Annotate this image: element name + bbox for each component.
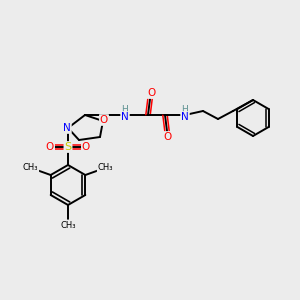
Text: N: N <box>63 123 71 133</box>
Text: CH₃: CH₃ <box>98 164 113 172</box>
Text: S: S <box>64 142 72 152</box>
Text: O: O <box>100 115 108 125</box>
Text: CH₃: CH₃ <box>60 220 76 230</box>
Text: N: N <box>121 112 129 122</box>
Text: H: H <box>182 106 188 115</box>
Text: H: H <box>122 106 128 115</box>
Text: O: O <box>164 132 172 142</box>
Text: CH₃: CH₃ <box>23 164 38 172</box>
Text: N: N <box>181 112 189 122</box>
Text: O: O <box>46 142 54 152</box>
Text: O: O <box>147 88 155 98</box>
Text: O: O <box>82 142 90 152</box>
